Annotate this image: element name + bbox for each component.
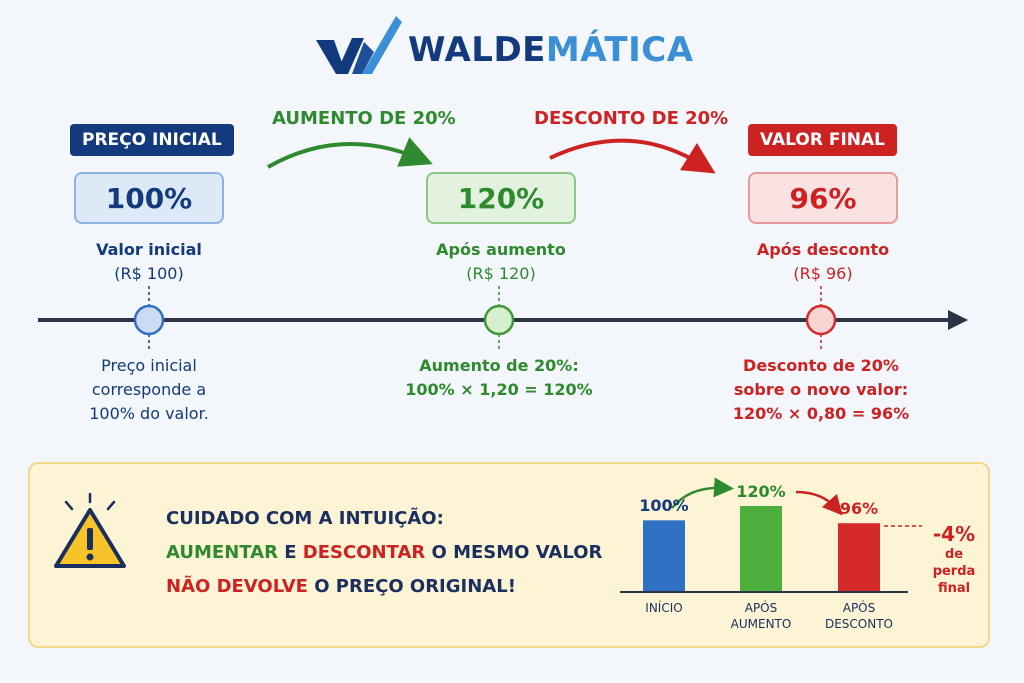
discount-arrow-label: DESCONTO DE 20% [534,108,729,129]
warning-text: O PREÇO ORIGINAL! [307,576,516,597]
final-note-line: sobre o novo valor: [733,380,909,399]
initial-caption-title: Valor inicial [96,240,202,259]
warning-word-increase: AUMENTAR [166,542,278,563]
warning-panel: CUIDADO COM A INTUIÇÃO: AUMENTAR E DESCO… [28,462,990,648]
timeline-arrowhead [948,310,968,330]
logo-w-icon [316,16,402,74]
warning-heading: CUIDADO COM A INTUIÇÃO: [166,508,444,529]
initial-note: Preço inicial corresponde a 100% do valo… [64,354,234,426]
increase-caption: Após aumento (R$ 120) [426,238,576,286]
warning-triangle-icon [54,492,126,568]
increase-note-line: Aumento de 20%: [419,356,579,375]
final-note-line: 120% × 0,80 = 96% [732,404,910,423]
timeline-point-initial [133,304,165,336]
increase-value-box: 120% [426,172,576,224]
initial-note-line: Preço inicial [101,356,197,375]
warning-line-3: NÃO DEVOLVE O PREÇO ORIGINAL! [166,576,516,597]
brand-logo: WALDEMÁTICA [312,12,712,82]
increase-caption-amount: (R$ 120) [466,264,536,283]
initial-note-line: corresponde a [91,380,207,399]
increase-caption-title: Após aumento [436,240,566,259]
warning-word-not-return: NÃO DEVOLVE [166,576,308,597]
initial-caption: Valor inicial (R$ 100) [74,238,224,286]
final-value-box: 96% [748,172,898,224]
initial-value-box: 100% [74,172,224,224]
timeline-point-final [805,304,837,336]
logo-text-walde: WALDE [408,30,546,70]
final-caption-title: Após desconto [756,240,890,259]
logo-text-matica: MÁTICA [545,30,694,70]
initial-price-label: PREÇO INICIAL [70,124,234,156]
discount-arrow [549,138,716,174]
timeline-point-increase [483,304,515,336]
warning-word-discount: DESCONTAR [302,542,426,563]
final-caption: Após desconto (R$ 96) [748,238,898,286]
initial-note-line: 100% do valor. [89,404,209,423]
increase-arrow-label: AUMENTO DE 20% [272,108,456,129]
warning-line-2: AUMENTAR E DESCONTAR O MESMO VALOR [166,542,602,563]
final-note-line: Desconto de 20% [743,356,899,375]
initial-caption-amount: (R$ 100) [114,264,184,283]
warning-text: O MESMO VALOR [425,542,603,563]
final-caption-amount: (R$ 96) [793,264,853,283]
increase-note: Aumento de 20%: 100% × 1,20 = 120% [399,354,599,402]
increase-arrow [267,137,433,169]
final-note: Desconto de 20% sobre o novo valor: 120%… [721,354,921,426]
warning-text: E [277,542,303,563]
final-value-label: VALOR FINAL [748,124,898,156]
increase-note-line: 100% × 1,20 = 120% [405,380,593,399]
